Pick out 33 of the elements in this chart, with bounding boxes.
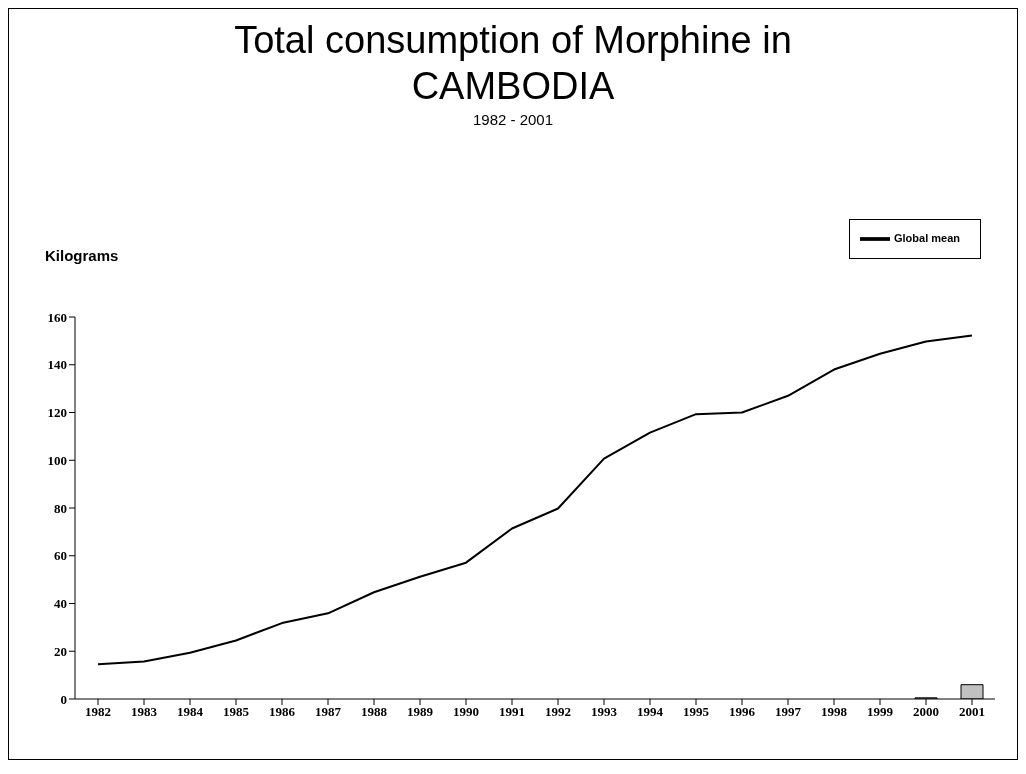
legend-label: Global mean xyxy=(893,231,960,244)
chart-title: Total consumption of Morphine in CAMBODIA xyxy=(233,18,793,109)
x-tick-label: 1982 xyxy=(85,704,111,720)
x-tick-label: 1996 xyxy=(729,704,756,720)
x-tick-label: 1999 xyxy=(867,704,894,720)
x-tick-label: 1997 xyxy=(775,704,802,720)
y-tick-label: 0 xyxy=(60,691,67,707)
x-tick-label: 1988 xyxy=(361,704,388,720)
x-tick-label: 2001 xyxy=(959,704,985,720)
y-tick-label: 160 xyxy=(47,309,67,325)
x-tick-label: 1987 xyxy=(315,704,342,720)
x-tick-label: 1991 xyxy=(499,704,525,720)
x-tick-label: 2000 xyxy=(913,704,939,720)
x-tick-label: 1994 xyxy=(637,704,664,720)
y-tick-label: 120 xyxy=(47,405,67,421)
y-tick-label: 100 xyxy=(47,452,67,468)
x-tick-label: 1985 xyxy=(223,704,250,720)
y-tick-label: 60 xyxy=(54,548,67,564)
x-tick-label: 1990 xyxy=(453,704,479,720)
y-tick-label: 140 xyxy=(47,357,67,373)
x-tick-label: 1995 xyxy=(683,704,710,720)
chart-subtitle: 1982 - 2001 xyxy=(471,111,555,128)
x-tick-label: 1986 xyxy=(269,704,296,720)
y-tick-label: 40 xyxy=(54,596,67,612)
y-tick-label: 80 xyxy=(54,500,67,516)
x-tick-label: 1993 xyxy=(591,704,618,720)
x-tick-label: 1983 xyxy=(131,704,158,720)
x-tick-label: 1984 xyxy=(177,704,204,720)
x-tick-label: 1992 xyxy=(545,704,571,720)
x-tick-label: 1989 xyxy=(407,704,434,720)
y-tick-label: 20 xyxy=(54,643,67,659)
x-tick-label: 1998 xyxy=(821,704,848,720)
y-axis-title: Kilograms xyxy=(45,247,119,264)
